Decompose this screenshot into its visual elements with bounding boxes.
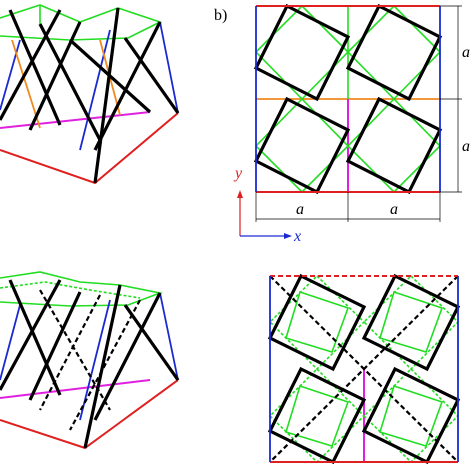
dimension-label: a — [390, 201, 398, 218]
panel-label: b) — [214, 7, 227, 24]
axis-label-x: x — [293, 228, 301, 245]
dimension-label: a — [462, 44, 470, 61]
axis-label-y: y — [233, 165, 243, 182]
lattice-3d-bottom — [0, 271, 180, 450]
lattice-3d-top — [0, 4, 180, 185]
lattice-2d-top — [237, 3, 462, 239]
dimension-label: a — [296, 201, 304, 218]
lattice-2d-bottom — [267, 273, 461, 465]
dimension-label: a — [462, 138, 470, 155]
